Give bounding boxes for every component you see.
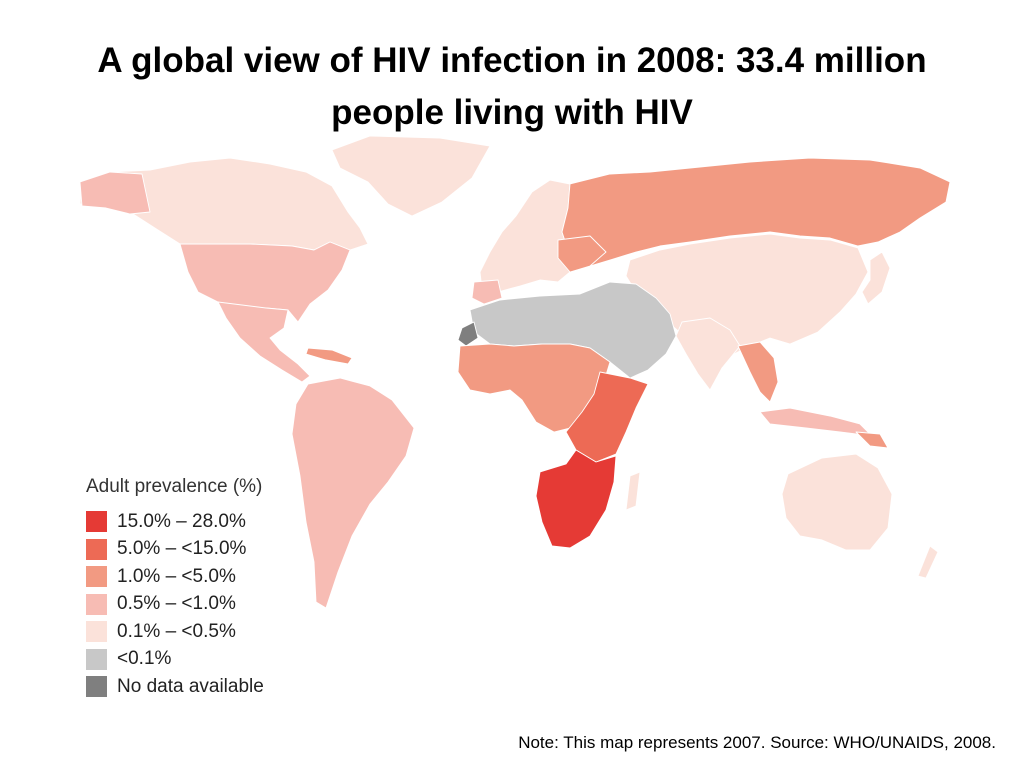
legend-swatch [86,566,107,588]
region-alaska [79,171,151,215]
legend-swatch [86,511,107,533]
region-india [675,317,741,391]
legend-swatch [86,538,107,560]
legend-label: 5.0% – <15.0% [117,538,247,560]
legend-item-lt01: <0.1% [86,646,326,674]
region-eastern-europe [557,235,607,273]
world-map [70,132,955,627]
legend-swatch [86,593,107,615]
region-australia [781,453,893,551]
legend-item-c05: 0.5% – <1.0% [86,591,326,619]
legend-label: 0.1% – <0.5% [117,620,236,642]
legend-item-c01: 0.1% – <0.5% [86,618,326,646]
legend-swatch [86,676,107,698]
legend-label: 0.5% – <1.0% [117,593,236,615]
region-greenland [331,135,491,217]
region-indonesia [759,407,873,437]
region-south-east-asia [737,341,779,403]
source-note: Note: This map represents 2007. Source: … [518,733,996,752]
region-east-africa [565,371,649,463]
legend-label: No data available [117,675,264,697]
legend-label: 1.0% – <5.0% [117,565,236,587]
legend-label: 15.0% – 28.0% [117,510,246,532]
legend-swatch [86,621,107,643]
region-japan [861,251,891,305]
region-madagascar [625,471,641,511]
legend-item-c1: 1.0% – <5.0% [86,563,326,591]
region-mexico-central-america [217,301,311,383]
region-papua-new-guinea [855,431,889,449]
map-legend: Adult prevalence (%) 15.0% – 28.0% 5.0% –… [86,476,326,701]
legend-label: <0.1% [117,648,172,670]
legend-items: 15.0% – 28.0% 5.0% – <15.0% 1.0% – <5.0% 0.… [86,508,326,701]
world-map-svg [79,135,951,609]
region-western-europe [479,179,571,293]
legend-swatch [86,648,107,670]
region-caribbean [305,347,353,365]
region-western-sahara [457,321,479,347]
legend-item-nodata: No data available [86,673,326,701]
legend-title: Adult prevalence (%) [86,476,263,497]
region-iberia [471,279,503,305]
legend-item-c5: 5.0% – <15.0% [86,536,326,564]
region-new-zealand [917,545,939,579]
region-united-states [179,241,351,323]
region-south-america [291,377,415,609]
slide-title: A global view of HIV infection in 2008: … [97,41,927,133]
legend-item-c15: 15.0% – 28.0% [86,508,326,536]
region-southern-africa [535,449,617,549]
